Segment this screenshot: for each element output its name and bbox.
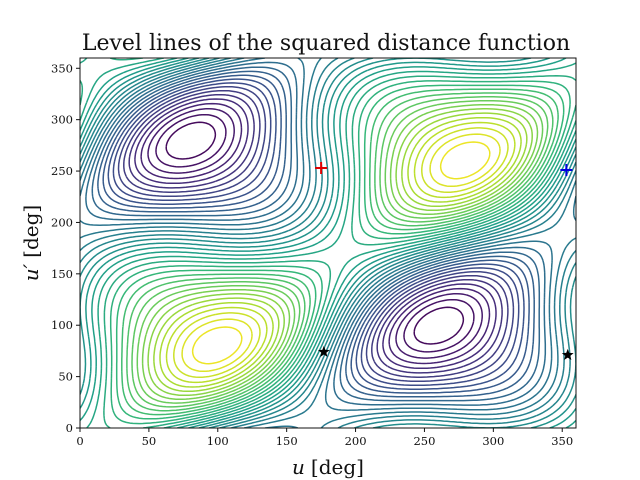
- contour-line: [173, 127, 509, 379]
- contour-line: [112, 82, 520, 387]
- plus-marker: [315, 161, 328, 174]
- contour-line: [91, 66, 541, 402]
- contour-line: [147, 108, 533, 397]
- x-axis-ticks: 0 50 100 150 200 250 300 350: [76, 428, 573, 448]
- x-tick-label: 200: [345, 434, 367, 448]
- contour-line: [85, 61, 547, 406]
- x-tick-label: 350: [551, 434, 573, 448]
- x-axis-label: u [deg]: [292, 455, 364, 479]
- contour-line: [117, 85, 515, 383]
- x-tick-label: 100: [207, 434, 229, 448]
- contour-line: [126, 92, 554, 412]
- y-tick-label: 150: [51, 267, 73, 281]
- y-axis-ticks: 0 50 100 150 200 250 300 350: [51, 61, 80, 435]
- contour-line: [115, 84, 565, 420]
- y-axis-label: u′ [deg]: [19, 205, 43, 281]
- contour-line: [123, 89, 509, 378]
- contour-line: [107, 78, 525, 390]
- star-marker: [561, 348, 574, 361]
- x-tick-label: 250: [413, 434, 435, 448]
- contour-line: [181, 133, 501, 373]
- y-tick-label: 0: [66, 421, 73, 435]
- y-tick-label: 50: [58, 370, 73, 384]
- y-tick-label: 250: [51, 164, 73, 178]
- contour-line: [155, 113, 475, 353]
- y-tick-label: 300: [51, 113, 73, 127]
- x-tick-label: 50: [142, 434, 157, 448]
- contour-line: [140, 102, 491, 365]
- x-axis-unit: [deg]: [311, 455, 364, 479]
- plus-marker: [560, 164, 573, 177]
- contour-lines: [80, 58, 576, 428]
- contour-line: [131, 96, 549, 408]
- contour-line: [136, 99, 544, 404]
- y-tick-label: 350: [51, 61, 73, 75]
- contour-line: [80, 58, 576, 428]
- contour-line: [109, 80, 571, 425]
- contour-line: [97, 70, 535, 398]
- contour-line: [141, 103, 539, 401]
- contour-line: [191, 141, 491, 365]
- contour-line: [80, 58, 576, 428]
- contour-line: [80, 58, 576, 428]
- contour-line: [102, 74, 530, 394]
- contour-line: [128, 93, 503, 374]
- x-tick-label: 300: [482, 434, 504, 448]
- x-axis-variable: u: [292, 455, 305, 479]
- contour-line: [165, 121, 516, 384]
- contour-line: [159, 116, 522, 388]
- y-axis-variable: u′: [19, 263, 43, 281]
- plot-frame: [79, 57, 577, 429]
- contour-line: [147, 107, 483, 359]
- contour-line: [153, 112, 528, 393]
- chart-title: Level lines of the squared distance func…: [82, 31, 570, 56]
- y-tick-label: 200: [51, 215, 73, 229]
- x-tick-label: 150: [276, 434, 298, 448]
- contour-line: [165, 121, 465, 345]
- contour-line: [80, 58, 576, 428]
- y-tick-label: 100: [51, 318, 73, 332]
- x-tick-label: 0: [76, 434, 83, 448]
- star-marker: [317, 345, 330, 357]
- markers-layer: [315, 161, 574, 361]
- contour-line: [121, 88, 559, 416]
- contour-line: [134, 98, 497, 370]
- y-axis-unit: [deg]: [19, 205, 43, 258]
